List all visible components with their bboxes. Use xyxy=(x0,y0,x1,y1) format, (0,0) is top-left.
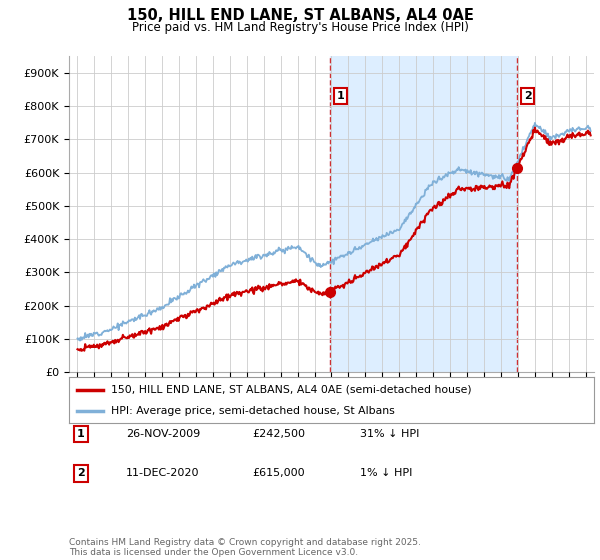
Text: £615,000: £615,000 xyxy=(252,468,305,478)
Text: 2: 2 xyxy=(524,91,532,101)
Text: 1: 1 xyxy=(77,429,85,439)
Text: 150, HILL END LANE, ST ALBANS, AL4 0AE: 150, HILL END LANE, ST ALBANS, AL4 0AE xyxy=(127,8,473,24)
Text: 31% ↓ HPI: 31% ↓ HPI xyxy=(360,429,419,439)
Text: 1% ↓ HPI: 1% ↓ HPI xyxy=(360,468,412,478)
Text: 150, HILL END LANE, ST ALBANS, AL4 0AE (semi-detached house): 150, HILL END LANE, ST ALBANS, AL4 0AE (… xyxy=(111,385,472,395)
Text: HPI: Average price, semi-detached house, St Albans: HPI: Average price, semi-detached house,… xyxy=(111,407,395,416)
Text: Price paid vs. HM Land Registry's House Price Index (HPI): Price paid vs. HM Land Registry's House … xyxy=(131,21,469,34)
Text: 11-DEC-2020: 11-DEC-2020 xyxy=(126,468,199,478)
Text: 26-NOV-2009: 26-NOV-2009 xyxy=(126,429,200,439)
Text: Contains HM Land Registry data © Crown copyright and database right 2025.
This d: Contains HM Land Registry data © Crown c… xyxy=(69,538,421,557)
Text: 1: 1 xyxy=(337,91,344,101)
Text: £242,500: £242,500 xyxy=(252,429,305,439)
Bar xyxy=(330,56,517,372)
Text: 2: 2 xyxy=(77,468,85,478)
